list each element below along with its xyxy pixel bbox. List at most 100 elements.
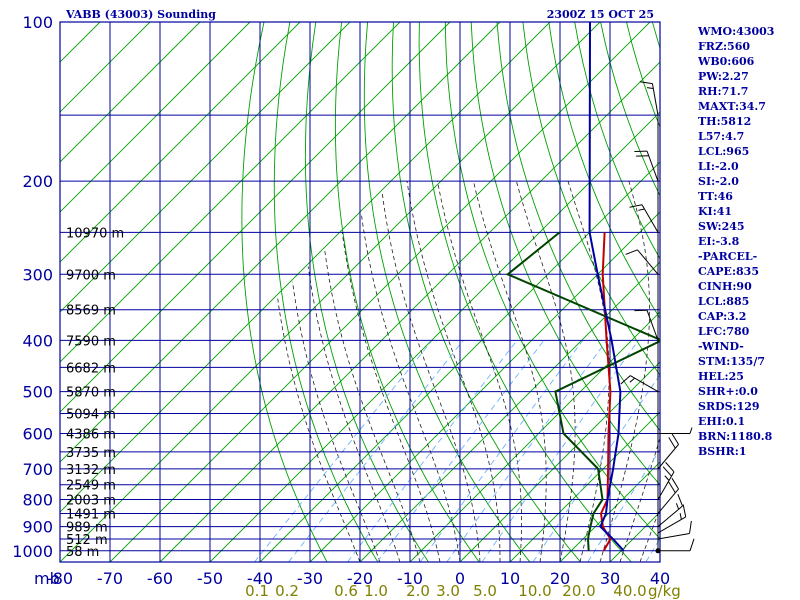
mixing-ratio-line [288,340,464,562]
index-item: FRZ:560 [698,40,751,53]
background-lines [0,22,800,562]
index-item: CINH:90 [698,280,752,293]
mixing-ratio-label: 5.0 [473,582,497,600]
index-item: SRDS:129 [698,400,760,413]
temperature-tick-label: -60 [147,569,173,588]
index-item: TH:5812 [698,115,752,128]
isotherm-line [209,111,660,562]
index-item: LCL:885 [698,295,750,308]
index-item: HEL:25 [698,370,744,383]
pressure-tick-label: 100 [22,13,53,32]
index-item: RH:71.7 [698,85,749,98]
index-item: EI:-3.8 [698,235,740,248]
index-item: BRN:1180.8 [698,430,773,443]
pressure-tick-label: 300 [22,265,53,284]
temperature-tick-label: -50 [197,569,223,588]
wind-barb-shaft [641,204,659,233]
pressure-tick-label: 200 [22,172,53,191]
plot-frame [59,21,661,563]
height-label: 8569 m [66,304,116,319]
dewpoint-line [505,231,660,551]
profile-lines [505,22,660,552]
index-item: PW:2.27 [698,70,749,83]
height-label: 58 m [66,545,99,560]
temperature-tick-label: 40 [650,569,670,588]
wind-barb-shaft [657,444,679,470]
pressure-tick-label: 800 [22,491,53,510]
height-label: 9700 m [66,268,116,283]
index-item: CAPE:835 [698,265,759,278]
index-item: -PARCEL- [698,250,758,263]
isotherm-line [60,22,251,213]
moist-adiabat-line [381,192,481,562]
wind-barb-half [638,208,645,211]
height-label: 1491 m [66,507,116,522]
height-label: 989 m [66,521,108,536]
mixing-ratio-label: 0.6 [334,582,358,600]
indices-panel: WMO:43003 FRZ:560 WB0:606 PW:2.27 RH:71.7 MAX… [698,24,774,459]
moist-adiabat-line [567,181,610,562]
station-title: VABB (43003) Sounding [66,8,216,21]
wind-barb-flag [677,494,683,507]
dry-adiabat-line [391,22,581,562]
mixing-ratio-line [481,340,639,562]
mixing-ratio-line [347,340,518,562]
height-label: 6682 m [66,361,116,376]
height-label: 10970 m [66,226,124,241]
moist-adiabat-line [406,181,501,562]
dry-adiabat-line [334,22,480,562]
index-item: LI:-2.0 [698,160,739,173]
moist-adiabat-line [516,181,576,562]
wind-barb-flag [668,437,676,449]
index-item: L57:4.7 [698,130,745,143]
moist-adiabat-line [639,507,660,562]
valid-time: 2300Z 15 OCT 25 [546,8,654,21]
index-item: TT:46 [698,190,733,203]
wind-barb-flag [625,249,638,255]
dry-adiabat-line [496,22,660,432]
moist-adiabat-line [277,296,361,562]
temperature-tick-label: 20 [550,569,570,588]
surface-wind-marker [655,548,661,554]
mixing-ratio-line [587,449,660,562]
moist-adiabat-line [360,213,461,562]
pressure-tick-label: 1000 [12,542,53,561]
temperature-tick-label: -40 [247,569,273,588]
temperature-tick-label: -10 [397,569,423,588]
pressure-tick-label: 500 [22,383,53,402]
height-label: 2003 m [66,494,116,509]
index-item: SI:-2.0 [698,175,739,188]
wind-barb-half [689,427,693,434]
height-label: 4386 m [66,427,116,442]
height-label: 2549 m [66,479,116,494]
isotherm-line [0,22,50,562]
mixing-ratio-unit: g/kg [648,582,681,600]
mixing-ratio-label: 0.1 [245,582,269,600]
height-label: 3132 m [66,463,116,478]
parcel-line [588,22,625,552]
index-item: LFC:780 [698,325,750,338]
dry-adiabat-line [782,22,800,562]
height-label: 7590 m [66,334,116,349]
wind-barb-flag [671,477,679,490]
wind-barb-shaft [657,516,686,534]
isotherm-line [309,211,660,562]
wind-barbs [620,81,695,554]
mixing-ratio-label: 20.0 [562,582,595,600]
dry-adiabat-line [444,22,660,540]
wind-barb-flag [682,504,687,517]
wind-barb-half [646,87,654,90]
dry-adiabat-line [548,22,660,319]
index-item: SHR+:0.0 [698,385,758,398]
pressure-tick-label: 900 [22,518,53,537]
wind-barb-flag [639,81,653,85]
moist-adiabat-line [473,181,547,562]
wind-barb-shaft [637,249,659,275]
isotherm-line [259,161,660,562]
isotherm-line [459,361,660,562]
index-item: BSHR:1 [698,445,747,458]
moist-adiabat-line [324,250,421,562]
height-label: 512 m [66,533,108,548]
